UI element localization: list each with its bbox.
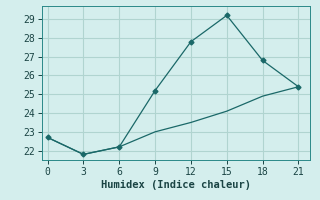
- X-axis label: Humidex (Indice chaleur): Humidex (Indice chaleur): [101, 180, 251, 190]
